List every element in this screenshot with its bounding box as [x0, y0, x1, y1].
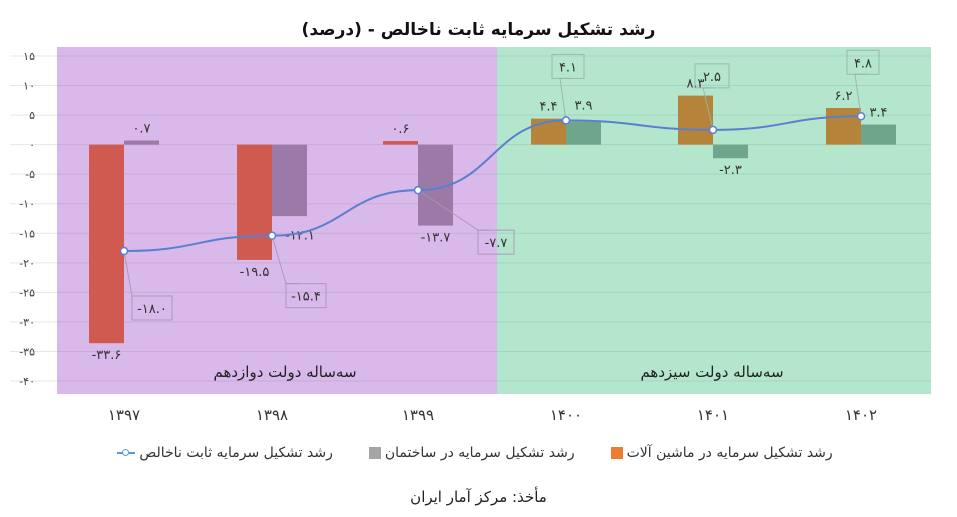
callout-box [551, 53, 585, 79]
x-tick-label: ۱۳۹۷ [108, 406, 140, 424]
y-tick-label: -۴۰ [19, 375, 35, 388]
bar-label-building: -۱۲.۱ [285, 229, 315, 244]
callout-label-total: ۴.۸ [854, 56, 872, 71]
color-swatch-icon [610, 447, 623, 459]
region-label-12th: سه‌ساله دولت دوازدهم [213, 363, 356, 381]
line-marker [708, 125, 718, 135]
legend-label: رشد تشکیل سرمایه در ساختمان [384, 445, 575, 461]
callout-box [846, 49, 880, 75]
x-tick-label: ۱۴۰۲ [845, 406, 877, 424]
callout-label-total: ۲.۵ [703, 70, 721, 85]
x-tick-label: ۱۴۰۱ [697, 406, 729, 424]
bar-label-building: ۳.۹ [574, 99, 592, 114]
bar-machinery [237, 144, 272, 260]
x-tick-label: ۱۳۹۹ [402, 406, 434, 424]
y-tick-label: ۵ [29, 109, 35, 122]
line-marker [561, 116, 571, 125]
y-tick-label: -۱۰ [19, 198, 35, 211]
y-tick-label: -۱۵ [19, 227, 35, 240]
y-tick-label: ۰ [29, 139, 35, 152]
bar-machinery [383, 141, 418, 145]
chart-title: رشد تشکیل سرمایه ثابت ناخالص - (درصد) [301, 20, 656, 40]
bar-label-machinery: -۳۳.۶ [92, 348, 122, 363]
chart-legend: رشد تشکیل سرمایه ثابت ناخالص رشد تشکیل سر… [110, 440, 840, 466]
bar-machinery [89, 144, 124, 344]
bar-building [272, 144, 307, 217]
bar-label-machinery: ۶.۲ [834, 89, 852, 104]
line-marker [267, 231, 277, 240]
region-label-13th: سه‌ساله دولت سیزدهم [640, 363, 783, 381]
y-tick-label: ۱۰ [23, 80, 35, 93]
bar-machinery [826, 108, 861, 145]
legend-label: رشد تشکیل سرمایه در ماشین آلات [626, 445, 833, 461]
callout-label-total: -۱۵.۴ [291, 290, 321, 305]
bar-label-machinery: -۱۹.۵ [240, 265, 270, 280]
region-13th-government [497, 47, 931, 394]
bar-label-building: ۳.۴ [869, 106, 887, 121]
line-total-growth [123, 115, 862, 252]
bar-building [124, 140, 159, 145]
y-tick-label: -۵ [25, 168, 35, 181]
callout-box [694, 63, 730, 89]
y-tick-label: -۳۵ [19, 345, 35, 358]
bar-machinery [678, 95, 713, 145]
callout-box [477, 229, 515, 255]
line-marker-icon [117, 447, 136, 459]
callout-box [131, 295, 173, 321]
y-tick-label: -۳۰ [19, 316, 35, 329]
color-swatch-icon [368, 447, 381, 459]
x-tick-label: ۱۴۰۰ [550, 406, 582, 424]
y-tick-label: -۲۵ [19, 286, 35, 299]
source-note: مأخذ: مرکز آمار ایران [410, 488, 547, 506]
callout-label-total: ۴.۱ [559, 60, 577, 75]
y-tick-label: ۱۵ [23, 50, 35, 63]
y-tick-label: -۲۰ [19, 257, 35, 270]
bar-building [861, 124, 896, 145]
legend-item[interactable]: رشد تشکیل سرمایه ثابت ناخالص [117, 440, 333, 466]
callout-label-total: -۷.۷ [485, 236, 508, 251]
legend-label: رشد تشکیل سرمایه ثابت ناخالص [139, 445, 333, 461]
legend-item[interactable]: رشد تشکیل سرمایه در ساختمان [368, 440, 575, 466]
bar-label-building: -۲.۳ [719, 163, 742, 178]
x-tick-label: ۱۳۹۸ [256, 406, 288, 424]
chart-plot: ۱۵ ۱۰ ۵ ۰ -۵ -۱۰ -۱۵ -۲۰ -۲۵ -۳۰ -۳۵ -۴۰ -۳۳.۶ ۰.۷ -۱۹… [10, 47, 931, 424]
callout-box [285, 283, 327, 309]
bar-machinery [531, 118, 566, 145]
bar-label-machinery: ۰.۶ [391, 122, 409, 137]
bar-label-machinery: ۴.۴ [539, 100, 557, 115]
line-marker [119, 246, 129, 256]
bar-building [566, 121, 601, 145]
callout-label-total: -۱۸.۰ [137, 302, 167, 317]
bar-label-machinery: ۸.۳ [686, 77, 704, 92]
line-marker [856, 112, 866, 121]
bar-building [713, 144, 748, 159]
bar-label-building: ۰.۷ [132, 122, 150, 137]
legend-item[interactable]: رشد تشکیل سرمایه در ماشین آلات [610, 440, 833, 466]
bar-label-building: -۱۳.۷ [421, 231, 451, 246]
line-marker [413, 185, 423, 195]
